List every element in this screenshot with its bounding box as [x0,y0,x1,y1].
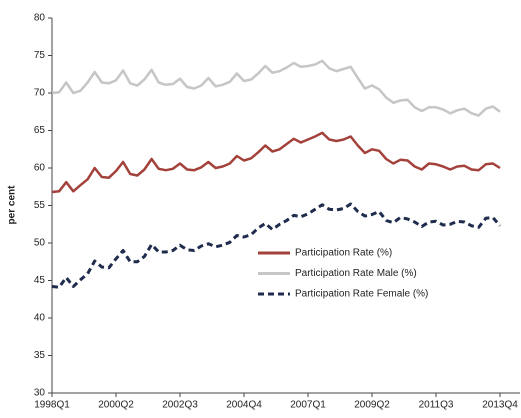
y-tick-label: 65 [34,125,46,136]
series-line [51,131,501,194]
y-tick-label: 80 [34,13,46,24]
y-tick-label: 35 [34,350,46,361]
x-tick-label: 2000Q2 [98,400,134,411]
x-tick-label: 1998Q1 [34,400,70,411]
x-tick-label: 2007Q1 [290,400,326,411]
x-tick-label: 2002Q3 [162,400,198,411]
x-tick-label: 2011Q3 [419,400,454,411]
series-line [51,202,502,289]
legend-label: Participation Rate Male (%) [295,268,417,279]
series-line [51,59,501,117]
y-tick-label: 70 [34,88,46,99]
y-tick-label: 45 [34,275,46,286]
legend-label: Participation Rate (%) [295,248,392,259]
y-tick-label: 40 [34,313,46,324]
y-tick-label: 30 [34,388,46,399]
y-axis-label: per cent [7,185,18,225]
y-tick-label: 50 [34,238,46,249]
y-tick-label: 55 [34,200,46,211]
x-tick-label: 2004Q4 [226,400,262,411]
y-tick-label: 75 [34,50,46,61]
y-tick-label: 60 [34,163,46,174]
legend-label: Participation Rate Female (%) [295,289,428,300]
x-tick-label: 2009Q2 [354,400,390,411]
x-tick-label: 2013Q4 [482,400,518,411]
